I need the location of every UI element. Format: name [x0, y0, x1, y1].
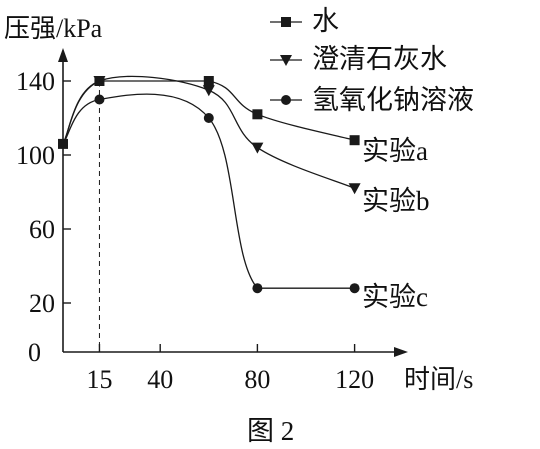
series-2-point-3: [252, 283, 263, 294]
series-0-point-3: [252, 109, 263, 120]
y-tick-label: 20: [29, 289, 55, 318]
legend-marker-1: [280, 55, 292, 66]
series-2-point-2: [203, 113, 214, 123]
ticks: [63, 80, 356, 352]
series-0-point-2: [203, 76, 214, 86]
y-tick-label: 140: [16, 67, 55, 96]
series-2-point-4: [349, 283, 360, 294]
x-tick-label: 40: [147, 365, 173, 394]
markers: [58, 76, 361, 294]
figure-caption: 图 2: [247, 416, 294, 446]
legend: 水 澄清石灰水 氢氧化钠溶液: [270, 6, 474, 115]
y-axis-label: 压强/kPa: [4, 14, 103, 43]
y-tick-label: 100: [16, 141, 55, 170]
series-1-point-1: [93, 76, 106, 87]
y-axis-arrow: [58, 48, 68, 62]
legend-marker-2: [281, 95, 291, 105]
series-0-point-0: [58, 138, 68, 149]
legend-label-naoh: 氢氧化钠溶液: [312, 85, 474, 115]
origin-label: 0: [28, 338, 41, 367]
legend-label-limewater: 澄清石灰水: [312, 44, 447, 74]
x-tick-label: 120: [335, 365, 374, 394]
series-end-label-b: 实验b: [362, 186, 430, 216]
y-tick-label: 60: [29, 215, 55, 244]
x-axis-label: 时间/s: [404, 365, 473, 394]
curves: [62, 75, 355, 289]
series-0-point-4: [349, 135, 360, 146]
series-line-2: [62, 93, 355, 289]
series-2-point-1: [94, 94, 105, 105]
x-tick-label: 15: [86, 365, 112, 394]
series-end-label-c: 实验c: [362, 282, 428, 312]
series-end-label-a: 实验a: [362, 136, 428, 166]
x-tick-label: 80: [244, 365, 270, 394]
series-1-point-3: [251, 142, 264, 154]
x-axis-arrow: [394, 347, 408, 357]
legend-label-water: 水: [312, 6, 339, 36]
legend-marker-0: [281, 17, 291, 27]
series-1-point-4: [348, 183, 361, 195]
series-1-point-2: [202, 85, 215, 97]
